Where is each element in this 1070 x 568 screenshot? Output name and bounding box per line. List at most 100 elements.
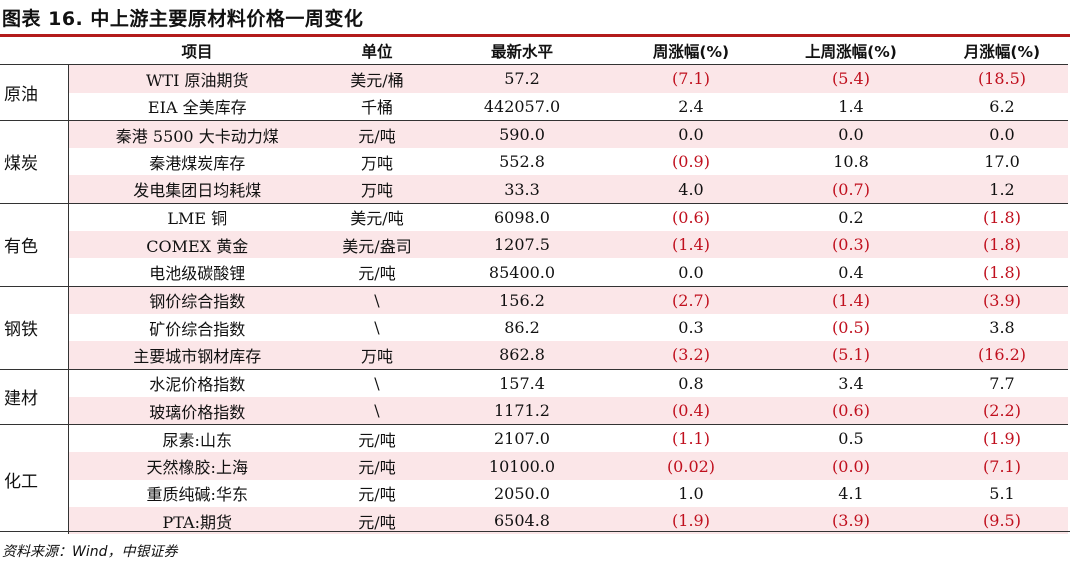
latest-cell: 1171.2 — [428, 396, 616, 425]
item-cell: COMEX 黄金 — [68, 231, 326, 259]
item-cell: WTI 原油期货 — [68, 64, 326, 93]
last-week-change-cell: (0.7) — [766, 175, 936, 204]
month-change-cell: (7.1) — [936, 452, 1068, 480]
month-change-cell: 7.7 — [936, 368, 1068, 397]
bottom-rule — [0, 531, 1070, 532]
month-change-cell: (1.9) — [936, 424, 1068, 453]
latest-cell: 10100.0 — [428, 452, 616, 480]
table-row: EIA 全美库存 千桶 442057.0 2.4 1.4 6.2 — [0, 93, 1068, 121]
month-change-cell: (16.2) — [936, 341, 1068, 370]
category-cell: 原油 — [0, 64, 69, 121]
table-row: 天然橡胶:上海 元/吨 10100.0 (0.02) (0.0) (7.1) — [0, 452, 1068, 480]
unit-cell: 美元/盎司 — [326, 231, 428, 259]
last-week-change-cell: (0.6) — [766, 396, 936, 425]
latest-cell: 862.8 — [428, 341, 616, 370]
category-cell: 有色 — [0, 202, 69, 287]
latest-cell: 2050.0 — [494, 483, 550, 503]
last-week-change-cell: 0.5 — [766, 424, 936, 453]
latest-cell: 2107.0 — [428, 424, 616, 453]
last-week-change-cell: (5.4) — [766, 64, 936, 93]
month-change-cell: 0.0 — [936, 119, 1068, 149]
price-table: 项目 单位 最新水平 周涨幅(%) 上周涨幅(%) 月涨幅(%) 原油 WTI 原… — [0, 37, 1068, 535]
week-change-cell: (0.9) — [672, 152, 710, 172]
table-row: 化工 尿素:山东 元/吨 2107.0 (1.1) 0.5 (1.9) — [0, 424, 1068, 535]
month-change-cell: 3.8 — [989, 318, 1015, 338]
month-change-cell: 5.1 — [989, 483, 1015, 503]
item-cell: 玻璃价格指数 — [68, 396, 326, 425]
week-change-cell: (7.1) — [616, 64, 766, 93]
table-row: 钢铁 钢价综合指数 \ 156.2 (2.7) (1.4) (3.9) — [0, 285, 1068, 370]
item-cell: 矿价综合指数 — [149, 319, 246, 339]
item-cell: 重质纯碱:华东 — [146, 485, 248, 505]
week-change-cell: 0.3 — [678, 318, 704, 338]
latest-cell: 6098.0 — [428, 202, 616, 232]
last-week-change-cell: (0.0) — [766, 452, 936, 480]
item-cell: 水泥价格指数 — [68, 368, 326, 397]
header-last-week-change: 上周涨幅(%) — [766, 37, 936, 66]
table-row: 煤炭 秦港 5500 大卡动力煤 元/吨 590.0 0.0 0.0 0.0 — [0, 119, 1068, 204]
header-category — [0, 37, 68, 66]
last-week-change-cell: 3.4 — [766, 368, 936, 397]
table-row: 主要城市钢材库存 万吨 862.8 (3.2) (5.1) (16.2) — [0, 341, 1068, 370]
header-month-change: 月涨幅(%) — [936, 37, 1068, 66]
latest-cell: 157.4 — [428, 368, 616, 397]
unit-cell: 元/吨 — [326, 452, 428, 480]
table-row: 发电集团日均耗煤 万吨 33.3 4.0 (0.7) 1.2 — [0, 175, 1068, 204]
month-change-cell: (18.5) — [936, 64, 1068, 93]
top-rule — [0, 34, 1070, 37]
unit-cell: \ — [326, 368, 428, 397]
latest-cell: 156.2 — [428, 285, 616, 314]
month-change-cell: 17.0 — [984, 152, 1020, 172]
table-row: 有色 LME 铜美元/吨 6098.0 (0.6) 0.2 (1.8) — [0, 202, 1068, 287]
item-cell: PTA:期货 — [68, 507, 326, 535]
unit-cell: \ — [326, 396, 428, 425]
latest-cell: 6504.8 — [428, 507, 616, 535]
table-row: 原油 WTI 原油期货 美元/桶 57.2 (7.1) (5.4) (18.5) — [0, 64, 1068, 121]
item-cell: 发电集团日均耗煤 — [68, 175, 326, 204]
table-row: 秦港煤炭库存 万吨 552.8 (0.9) 10.8 17.0 — [0, 148, 1068, 175]
unit-cell: \ — [326, 285, 428, 314]
header-item: 项目 — [68, 37, 326, 66]
category-cell: 化工 — [0, 424, 69, 535]
latest-cell: 86.2 — [504, 318, 540, 338]
last-week-change-cell: (0.5) — [832, 318, 870, 338]
week-change-cell: (1.1) — [616, 424, 766, 453]
item-cell: EIA 全美库存 — [147, 98, 247, 118]
last-week-change-cell: (1.4) — [766, 285, 936, 314]
month-change-cell: (2.2) — [936, 396, 1068, 425]
item-cell: 电池级碳酸锂 — [149, 264, 246, 284]
header-unit: 单位 — [326, 37, 428, 66]
latest-cell: 590.0 — [428, 119, 616, 149]
last-week-change-cell: (0.3) — [766, 231, 936, 259]
last-week-change-cell: 10.8 — [833, 152, 869, 172]
latest-cell: 85400.0 — [488, 262, 556, 282]
header-row: 项目 单位 最新水平 周涨幅(%) 上周涨幅(%) 月涨幅(%) — [0, 37, 1068, 66]
source-note: 资料来源：Wind，中银证券 — [2, 544, 178, 560]
month-change-cell: (1.8) — [936, 231, 1068, 259]
last-week-change-cell: 1.4 — [838, 96, 864, 116]
week-change-cell: 0.8 — [616, 368, 766, 397]
unit-cell: \ — [374, 318, 380, 338]
table-row: COMEX 黄金 美元/盎司 1207.5 (1.4) (0.3) (1.8) — [0, 231, 1068, 259]
latest-cell: 57.2 — [428, 64, 616, 93]
table-row: 玻璃价格指数 \ 1171.2 (0.4) (0.6) (2.2) — [0, 396, 1068, 425]
unit-cell: 千桶 — [360, 98, 393, 118]
month-change-cell: 1.2 — [936, 175, 1068, 204]
week-change-cell: (0.02) — [616, 452, 766, 480]
last-week-change-cell: 0.0 — [766, 119, 936, 149]
week-change-cell: (2.7) — [616, 285, 766, 314]
table-row: 矿价综合指数 \ 86.2 0.3 (0.5) 3.8 — [0, 314, 1068, 341]
unit-cell: 元/吨 — [326, 119, 428, 149]
week-change-cell: 1.0 — [678, 483, 704, 503]
category-cell: 建材 — [0, 368, 69, 425]
month-change-cell: 6.2 — [989, 96, 1015, 116]
unit-cell: 元/吨 — [358, 485, 396, 505]
last-week-change-cell: (5.1) — [766, 341, 936, 370]
month-change-cell: (1.8) — [983, 262, 1021, 282]
unit-cell: 元/吨 — [326, 507, 428, 535]
latest-cell: 552.8 — [499, 152, 545, 172]
unit-cell: 元/吨 — [326, 424, 428, 453]
month-change-cell: (1.8) — [936, 202, 1068, 232]
header-week-change: 周涨幅(%) — [616, 37, 766, 66]
week-change-cell: 2.4 — [678, 96, 704, 116]
